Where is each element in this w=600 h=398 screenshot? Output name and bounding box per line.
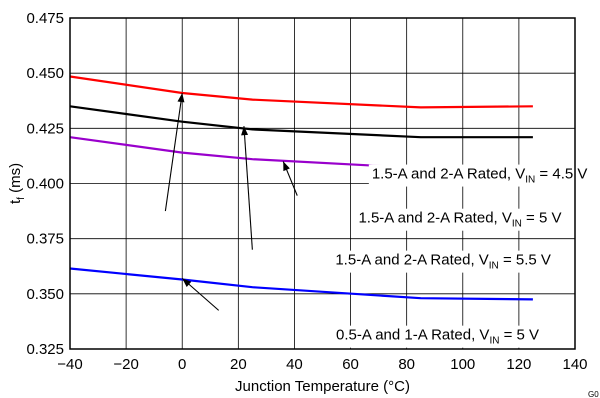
annotation-arrowhead — [241, 126, 249, 136]
x-tick-label: 120 — [506, 356, 531, 373]
x-tick-label: 20 — [230, 356, 247, 373]
annotation-label-bg — [333, 325, 543, 348]
series-line — [69, 267, 533, 301]
y-tick-label: 0.325 — [26, 341, 64, 358]
x-tick-label: 100 — [450, 356, 475, 373]
x-tick-label: 60 — [342, 356, 359, 373]
annotation-label-bg — [332, 250, 554, 273]
series-line — [69, 105, 533, 139]
tick-labels: −40 −20 0 20 40 60 80 100 120 140 0.325 0.350 0.375 0… — [26, 10, 587, 373]
y-axis-label: tf (ms) — [7, 163, 27, 204]
y-axis-label-main: t — [7, 199, 24, 204]
y-tick-label: 0.425 — [26, 120, 64, 137]
annotation-label: 0.5-A and 1-A Rated, VIN = 5 V — [336, 327, 539, 347]
annotation-label-bg — [368, 164, 591, 187]
annotations: 1.5-A and 2-A Rated, VIN = 4.5 V 1.5-A an… — [164, 92, 591, 348]
x-tick-label: −40 — [57, 356, 82, 373]
x-tick-label: −20 — [113, 356, 138, 373]
series-line — [69, 136, 533, 171]
annotation-arrowhead — [283, 161, 290, 172]
y-tick-label: 0.475 — [26, 10, 64, 27]
series-lines — [69, 75, 533, 301]
corner-label: G0 — [588, 390, 599, 398]
y-tick-label: 0.450 — [26, 65, 64, 82]
y-axis-label-unit: (ms) — [7, 163, 24, 197]
annotation-arrowhead — [177, 93, 185, 103]
annotation-label: 1.5-A and 2-A Rated, VIN = 5 V — [358, 210, 561, 230]
series-line — [69, 75, 533, 109]
y-tick-label: 0.375 — [26, 231, 64, 248]
x-tick-label: 80 — [398, 356, 415, 373]
x-tick-label: 0 — [178, 356, 186, 373]
annotation-arrow — [243, 126, 253, 250]
x-tick-label: 40 — [286, 356, 303, 373]
y-tick-label: 0.400 — [26, 176, 64, 193]
annotation-arrow — [164, 92, 183, 212]
annotation-label: 1.5-A and 2-A Rated, VIN = 5.5 V — [335, 252, 551, 272]
plot-frame — [69, 17, 576, 350]
x-axis-label: Junction Temperature (°C) — [235, 378, 410, 395]
annotation-arrowhead — [182, 278, 192, 287]
annotation-label: 1.5-A and 2-A Rated, VIN = 4.5 V — [372, 166, 588, 186]
y-axis-label-sub: f — [16, 197, 27, 200]
x-tick-label: 140 — [562, 356, 587, 373]
annotation-label-bg — [355, 208, 565, 231]
y-tick-label: 0.350 — [26, 286, 64, 303]
